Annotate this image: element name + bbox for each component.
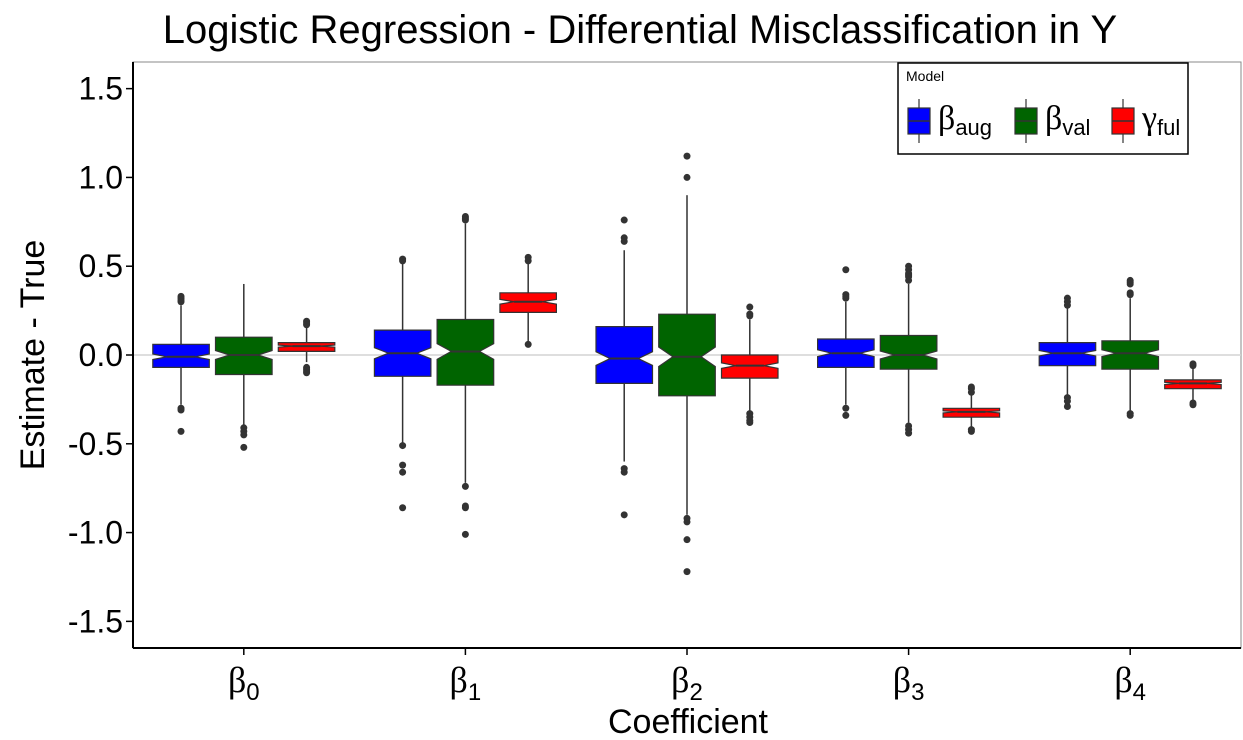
outlier-point [1126, 291, 1134, 299]
outlier-point [683, 518, 691, 526]
outlier-point [905, 429, 913, 437]
y-tick-label: 1.5 [79, 71, 123, 107]
outlier-point [1189, 401, 1197, 409]
outlier-point [399, 257, 407, 265]
outlier-point [746, 418, 754, 426]
box-group [152, 292, 210, 435]
y-tick-label: -1.5 [68, 603, 123, 639]
box-group [879, 262, 938, 437]
outlier-point [1189, 362, 1197, 370]
outlier-point [620, 468, 628, 476]
outlier-point [1063, 402, 1071, 410]
outlier-point [683, 152, 691, 160]
x-tick-label: β4 [1114, 660, 1146, 706]
outlier-point [399, 468, 407, 476]
box [1101, 340, 1160, 370]
box-group [1038, 294, 1097, 410]
box-group [720, 303, 779, 426]
y-tick-label: -0.5 [68, 426, 123, 462]
outlier-point [461, 530, 469, 538]
outlier-point [905, 276, 913, 284]
outlier-point [746, 303, 754, 311]
outlier-point [177, 427, 185, 435]
outlier-point [399, 461, 407, 469]
outlier-point [842, 404, 850, 412]
outlier-point [620, 216, 628, 224]
chart-title: Logistic Regression - Differential Miscl… [163, 8, 1117, 52]
outlier-point [683, 536, 691, 544]
box-group [595, 216, 654, 519]
box-group [436, 212, 495, 538]
legend: Model βaug βval γful [897, 62, 1189, 155]
outlier-point [461, 504, 469, 512]
outlier-point [399, 442, 407, 450]
outlier-point [620, 511, 628, 519]
outlier-point [303, 369, 311, 377]
outlier-point [177, 406, 185, 414]
outlier-point [177, 298, 185, 306]
x-tick-label: β0 [228, 660, 260, 706]
outlier-point [967, 388, 975, 396]
outlier-point [524, 340, 532, 348]
y-tick-label: -1.0 [68, 515, 123, 551]
outlier-point [1063, 301, 1071, 309]
outlier-point [240, 431, 248, 439]
box [879, 334, 938, 370]
outlier-point [967, 427, 975, 435]
legend-title: Model [906, 68, 944, 84]
outlier-point [303, 321, 311, 329]
legend-label: γful [1141, 100, 1180, 140]
x-tick-label: β1 [450, 660, 482, 706]
outlier-point [842, 294, 850, 302]
legend-box [897, 62, 1189, 155]
y-tick-label: 0.0 [79, 337, 123, 373]
legend-entry: βval [1014, 99, 1090, 143]
outlier-point [461, 482, 469, 490]
x-axis-title: Coefficient [608, 703, 769, 740]
box-group [277, 317, 336, 377]
outlier-point [842, 266, 850, 274]
outlier-point [620, 237, 628, 245]
legend-entry: γful [1111, 99, 1180, 143]
box-group [1101, 276, 1160, 419]
outlier-point [1126, 280, 1134, 288]
outlier-point [746, 312, 754, 320]
x-tick-label: β2 [671, 660, 703, 706]
box [595, 326, 654, 384]
x-tick-label: β3 [893, 660, 925, 706]
box-group [499, 253, 558, 348]
legend-entry: βaug [907, 99, 992, 143]
outlier-point [399, 504, 407, 512]
box-group [942, 383, 1001, 435]
box-group [373, 255, 432, 512]
legend-label: βval [1045, 100, 1090, 140]
box-group [658, 152, 716, 576]
box-group [816, 266, 875, 419]
outlier-point [1063, 397, 1071, 405]
y-tick-label: 1.0 [79, 159, 123, 195]
y-tick-label: 0.5 [79, 248, 123, 284]
x-axis: β0 β1 β2 β3 β4 [228, 648, 1146, 706]
outlier-point [524, 257, 532, 265]
outlier-point [683, 173, 691, 181]
outlier-point [683, 568, 691, 576]
outlier-point [1126, 411, 1134, 419]
box [658, 313, 716, 397]
y-axis-title: Estimate - True [14, 240, 52, 471]
outlier-point [461, 216, 469, 224]
legend-label: βaug [938, 100, 992, 140]
box-group [1164, 360, 1222, 409]
outlier-point [240, 443, 248, 451]
plot-area [132, 61, 1242, 649]
y-axis: 1.5 1.0 0.5 0.0 -0.5 -1.0 -1.5 [68, 71, 133, 639]
outlier-point [842, 411, 850, 419]
box-group [214, 283, 273, 451]
